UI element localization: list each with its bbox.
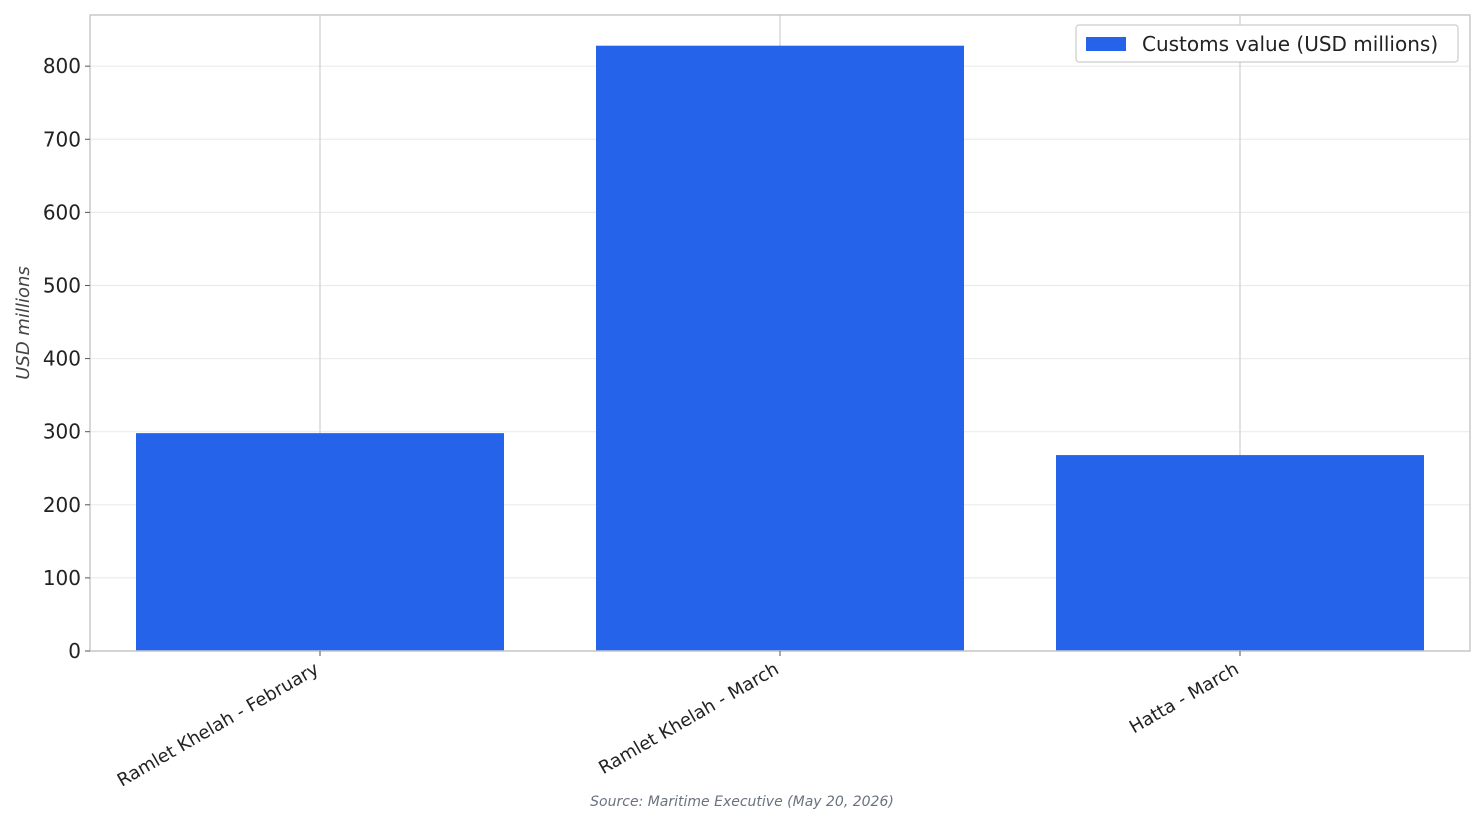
y-axis-label: USD millions (13, 266, 34, 380)
y-tick-label-0: 0 (68, 639, 81, 663)
legend-box (1075, 24, 1459, 63)
legend-swatch (1086, 37, 1126, 51)
y-tick-label-6: 600 (43, 200, 81, 224)
x-tick-label-1: Ramlet Khelah - March (595, 659, 782, 779)
y-axis-ticks: 0 100 200 300 400 500 600 700 800 (43, 54, 90, 663)
x-axis-ticks: Ramlet Khelah - February Ramlet Khelah - … (114, 651, 1243, 791)
y-tick-label-4: 400 (43, 347, 81, 371)
x-tick-label-2: Hatta - March (1126, 659, 1243, 738)
y-tick-label-8: 800 (43, 54, 81, 78)
y-tick-label-2: 200 (43, 493, 81, 517)
bar-0 (136, 433, 504, 651)
bar-2 (1056, 455, 1424, 651)
y-tick-label-1: 100 (43, 566, 81, 590)
source-note: Source: Maritime Executive (May 20, 2026… (590, 794, 894, 810)
y-tick-label-3: 300 (43, 420, 81, 444)
y-tick-label-7: 700 (43, 127, 81, 151)
y-tick-label-5: 500 (43, 273, 81, 297)
bar-1 (596, 45, 964, 652)
legend-label: Customs value (USD millions) (1142, 32, 1438, 56)
legend: Customs value (USD millions) (1075, 24, 1459, 63)
x-tick-label-0: Ramlet Khelah - February (114, 658, 323, 791)
bars (136, 45, 1424, 652)
